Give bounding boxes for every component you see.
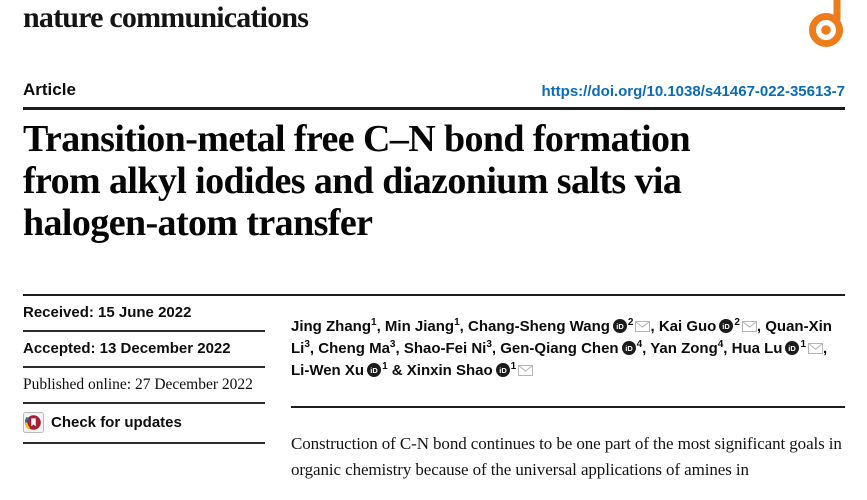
author[interactable]: Hua Lu iD 1 — [732, 340, 824, 357]
svg-text:iD: iD — [723, 322, 731, 331]
doi-link[interactable]: https://doi.org/10.1038/s41467-022-35613… — [541, 83, 846, 100]
svg-text:iD: iD — [789, 344, 797, 353]
email-icon[interactable] — [635, 321, 651, 332]
author-list: Jing Zhang1, Min Jiang1, Chang-Sheng Wan… — [291, 317, 832, 380]
orcid-icon[interactable]: iD — [495, 363, 510, 377]
svg-text:iD: iD — [370, 366, 378, 375]
author[interactable]: Gen-Qiang Chen iD 4 — [500, 339, 643, 358]
author[interactable]: Quan-Xin Li3 — [291, 318, 832, 357]
abstract-text: Construction of C-N bond continues to be… — [291, 434, 842, 479]
svg-text:iD: iD — [499, 366, 507, 375]
crossmark-icon — [23, 412, 44, 433]
author[interactable]: Chang-Sheng Wang iD 2 — [468, 318, 651, 335]
accepted-date: Accepted: 13 December 2022 — [23, 332, 265, 368]
title-line: from alkyl iodides and diazonium salts v… — [23, 160, 682, 202]
article-body-column: Jing Zhang1, Min Jiang1, Chang-Sheng Wan… — [291, 296, 845, 500]
title-line: halogen-atom transfer — [23, 202, 373, 244]
author[interactable]: Xinxin Shao iD 1 — [407, 362, 534, 379]
svg-text:iD: iD — [625, 344, 633, 353]
article-header-row: Article https://doi.org/10.1038/s41467-0… — [23, 80, 845, 110]
author[interactable]: Min Jiang1 — [384, 317, 460, 336]
author[interactable]: Jing Zhang1 — [291, 317, 377, 336]
journal-logo: nature communications — [23, 1, 309, 34]
author[interactable]: Cheng Ma3 — [318, 339, 396, 358]
received-date: Received: 15 June 2022 — [23, 296, 265, 332]
orcid-icon[interactable]: iD — [719, 319, 734, 333]
orcid-icon[interactable]: iD — [367, 363, 382, 377]
email-icon[interactable] — [518, 365, 534, 376]
orcid-icon[interactable]: iD — [621, 341, 636, 355]
abstract-section: Construction of C-N bond continues to be… — [291, 406, 845, 483]
page-title: Transition-metal free C–N bond formation… — [23, 118, 845, 244]
email-icon[interactable] — [741, 321, 757, 332]
open-access-icon — [798, 0, 854, 50]
author[interactable]: Shao-Fei Ni3 — [403, 339, 492, 358]
check-for-updates-button[interactable]: Check for updates — [23, 404, 265, 444]
author[interactable]: Yan Zong4 — [650, 339, 724, 358]
article-meta-column: Received: 15 June 2022 Accepted: 13 Dece… — [23, 296, 265, 500]
svg-text:iD: iD — [616, 322, 624, 331]
main-columns: Received: 15 June 2022 Accepted: 13 Dece… — [23, 294, 845, 500]
email-icon[interactable] — [808, 343, 824, 354]
check-for-updates-label: Check for updates — [51, 414, 182, 431]
article-type-label: Article — [23, 80, 76, 99]
orcid-icon[interactable]: iD — [785, 341, 800, 355]
author[interactable]: Li-Wen Xu iD 1 — [291, 361, 388, 380]
published-date: Published online: 27 December 2022 — [23, 368, 265, 404]
orcid-icon[interactable]: iD — [612, 319, 627, 333]
author[interactable]: Kai Guo iD 2 — [659, 318, 757, 335]
title-line: Transition-metal free C–N bond formation — [23, 118, 691, 160]
